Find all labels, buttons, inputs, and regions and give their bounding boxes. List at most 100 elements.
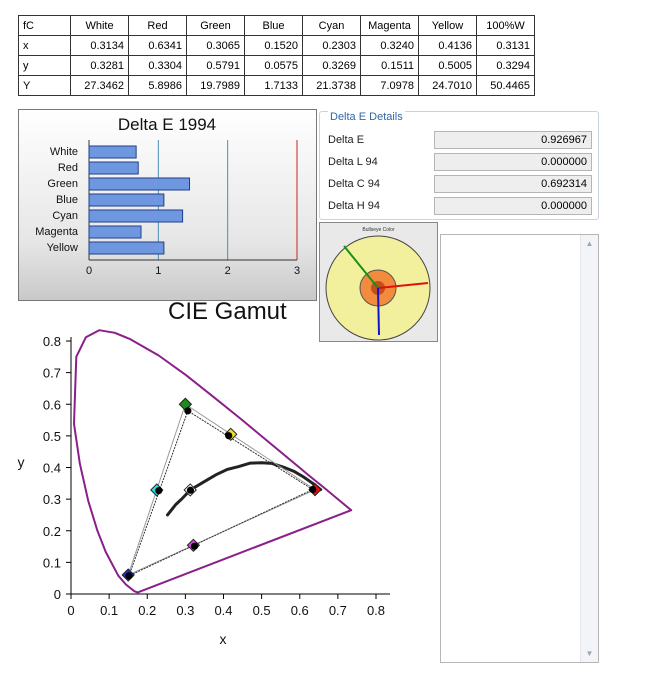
table-cell: 19.7989 — [186, 75, 245, 96]
delta-e-bar — [88, 145, 137, 159]
table-header-cell: Yellow — [418, 15, 477, 36]
gamut-y-tick: 0 — [54, 587, 61, 602]
delta-e-bar — [88, 193, 165, 207]
bullseye-chart: Bullseye Color — [325, 227, 431, 341]
gamut-y-tick: 0.7 — [43, 366, 61, 381]
gamut-x-tick: 0.4 — [214, 603, 232, 618]
measured-point-blue — [125, 572, 133, 580]
detail-label: Delta C 94 — [328, 178, 380, 190]
table-header-cell: 100%W — [476, 15, 535, 36]
gamut-y-tick: 0.2 — [43, 524, 61, 539]
detail-value-field: 0.000000 — [434, 153, 592, 171]
delta-e-bar — [88, 161, 139, 175]
bullseye-title: Bullseye Color — [362, 227, 395, 233]
delta-e-category-label: Cyan — [52, 210, 78, 222]
delta-e-x-tick: 3 — [294, 265, 300, 277]
table-row: Y 27.3462 5.8986 19.7989 1.7133 21.3738 7.0978… — [18, 75, 535, 96]
table-row: x 0.3134 0.6341 0.3065 0.1520 0.2303 0.3240 0.4… — [18, 35, 535, 56]
table-header-cell: Blue — [244, 15, 303, 36]
table-cell: 0.5791 — [186, 55, 245, 76]
delta-e-x-tick: 2 — [225, 265, 231, 277]
table-cell: 0.3294 — [476, 55, 535, 76]
table-cell: 0.3065 — [186, 35, 245, 56]
detail-label: Delta E — [328, 134, 365, 146]
table-cell: 0.3134 — [70, 35, 129, 56]
delta-e-details-group: Delta E Details Delta E 0.926967 Delta L 9… — [319, 111, 599, 220]
gamut-y-tick: 0.8 — [43, 334, 61, 349]
gamut-x-tick: 0.1 — [100, 603, 118, 618]
bullseye-panel: Bullseye Color — [319, 222, 438, 342]
table-cell: 0.3240 — [360, 35, 419, 56]
gamut-x-tick: 0.3 — [176, 603, 194, 618]
gamut-y-tick: 0.3 — [43, 492, 61, 507]
gamut-y-tick: 0.6 — [43, 397, 61, 412]
table-cell: 0.3269 — [302, 55, 361, 76]
delta-e-x-tick: 0 — [86, 265, 92, 277]
detail-value-field: 0.000000 — [434, 197, 592, 215]
details-title: Delta E Details — [328, 111, 405, 123]
delta-e-category-label: White — [50, 146, 78, 158]
delta-e-bar — [88, 241, 165, 255]
detail-value-field: 0.926967 — [434, 131, 592, 149]
results-listbox[interactable]: ▲ ▼ — [440, 234, 599, 663]
gamut-y-axis-label: y — [18, 454, 25, 470]
table-cell: 24.7010 — [418, 75, 477, 96]
table-cell: 0.6341 — [128, 35, 187, 56]
table-cell: 0.1520 — [244, 35, 303, 56]
delta-e-category-label: Green — [47, 178, 78, 190]
measured-point-green — [184, 407, 192, 415]
planckian-locus — [166, 461, 323, 517]
table-cell: 0.4136 — [418, 35, 477, 56]
table-cell: 7.0978 — [360, 75, 419, 96]
delta-e-x-tick: 1 — [155, 265, 161, 277]
table-cell: 27.3462 — [70, 75, 129, 96]
gamut-y-tick: 0.5 — [43, 429, 61, 444]
table-cell: 0.5005 — [418, 55, 477, 76]
gamut-x-tick: 0.5 — [253, 603, 271, 618]
table-header-cell: White — [70, 15, 129, 36]
delta-e-category-label: Red — [58, 162, 78, 174]
detail-label: Delta H 94 — [328, 200, 380, 212]
table-corner-cell: fC — [18, 15, 71, 36]
delta-e-chart: Delta E 1994 0 1 2 3 White Red Green Blue Cyan Mag… — [35, 115, 300, 277]
delta-e-bar — [88, 177, 191, 191]
delta-e-chart-panel: Delta E 1994 0 1 2 3 White Red Green Blue Cyan Mag… — [18, 109, 317, 301]
table-cell: 0.3304 — [128, 55, 187, 76]
table-row-label: Y — [18, 75, 71, 96]
gamut-title: CIE Gamut — [168, 298, 287, 325]
table-cell: 5.8986 — [128, 75, 187, 96]
gamut-y-tick: 0.4 — [43, 461, 61, 476]
gamut-x-tick: 0.7 — [329, 603, 347, 618]
bullseye-green-vector — [343, 245, 379, 289]
table-cell: 50.4465 — [476, 75, 535, 96]
table-cell: 0.3281 — [70, 55, 129, 76]
bullseye-blue-vector — [377, 287, 380, 336]
table-cell: 0.3131 — [476, 35, 535, 56]
listbox-scrollbar[interactable]: ▲ ▼ — [580, 235, 598, 662]
measured-point-magenta — [190, 542, 199, 550]
table-row-label: x — [18, 35, 71, 56]
table-row-label: y — [18, 55, 71, 76]
gamut-x-tick: 0.6 — [291, 603, 309, 618]
delta-e-bar — [88, 225, 142, 239]
scroll-up-arrow-icon[interactable]: ▲ — [585, 239, 594, 248]
scroll-down-arrow-icon[interactable]: ▼ — [585, 649, 594, 658]
gamut-y-tick: 0.1 — [43, 555, 61, 570]
table-row: y 0.3281 0.3304 0.5791 0.0575 0.3269 0.1511 0.5… — [18, 55, 535, 76]
table-header-cell: Cyan — [302, 15, 361, 36]
table-header-cell: Green — [186, 15, 245, 36]
measured-point-yellow — [225, 432, 233, 440]
measurement-table: fC White Red Green Blue Cyan Magenta Yellow 100%… — [18, 15, 535, 96]
spectral-locus — [73, 329, 353, 594]
table-cell: 1.7133 — [244, 75, 303, 96]
delta-e-bar — [88, 209, 184, 223]
table-cell: 21.3738 — [302, 75, 361, 96]
delta-e-category-label: Blue — [56, 194, 78, 206]
table-header-cell: Magenta — [360, 15, 419, 36]
delta-e-category-label: Yellow — [47, 242, 78, 254]
gamut-x-tick: 0 — [67, 603, 74, 618]
gamut-x-tick: 0.2 — [138, 603, 156, 618]
detail-label: Delta L 94 — [328, 156, 378, 168]
table-cell: 0.2303 — [302, 35, 361, 56]
delta-e-category-label: Magenta — [35, 226, 79, 238]
